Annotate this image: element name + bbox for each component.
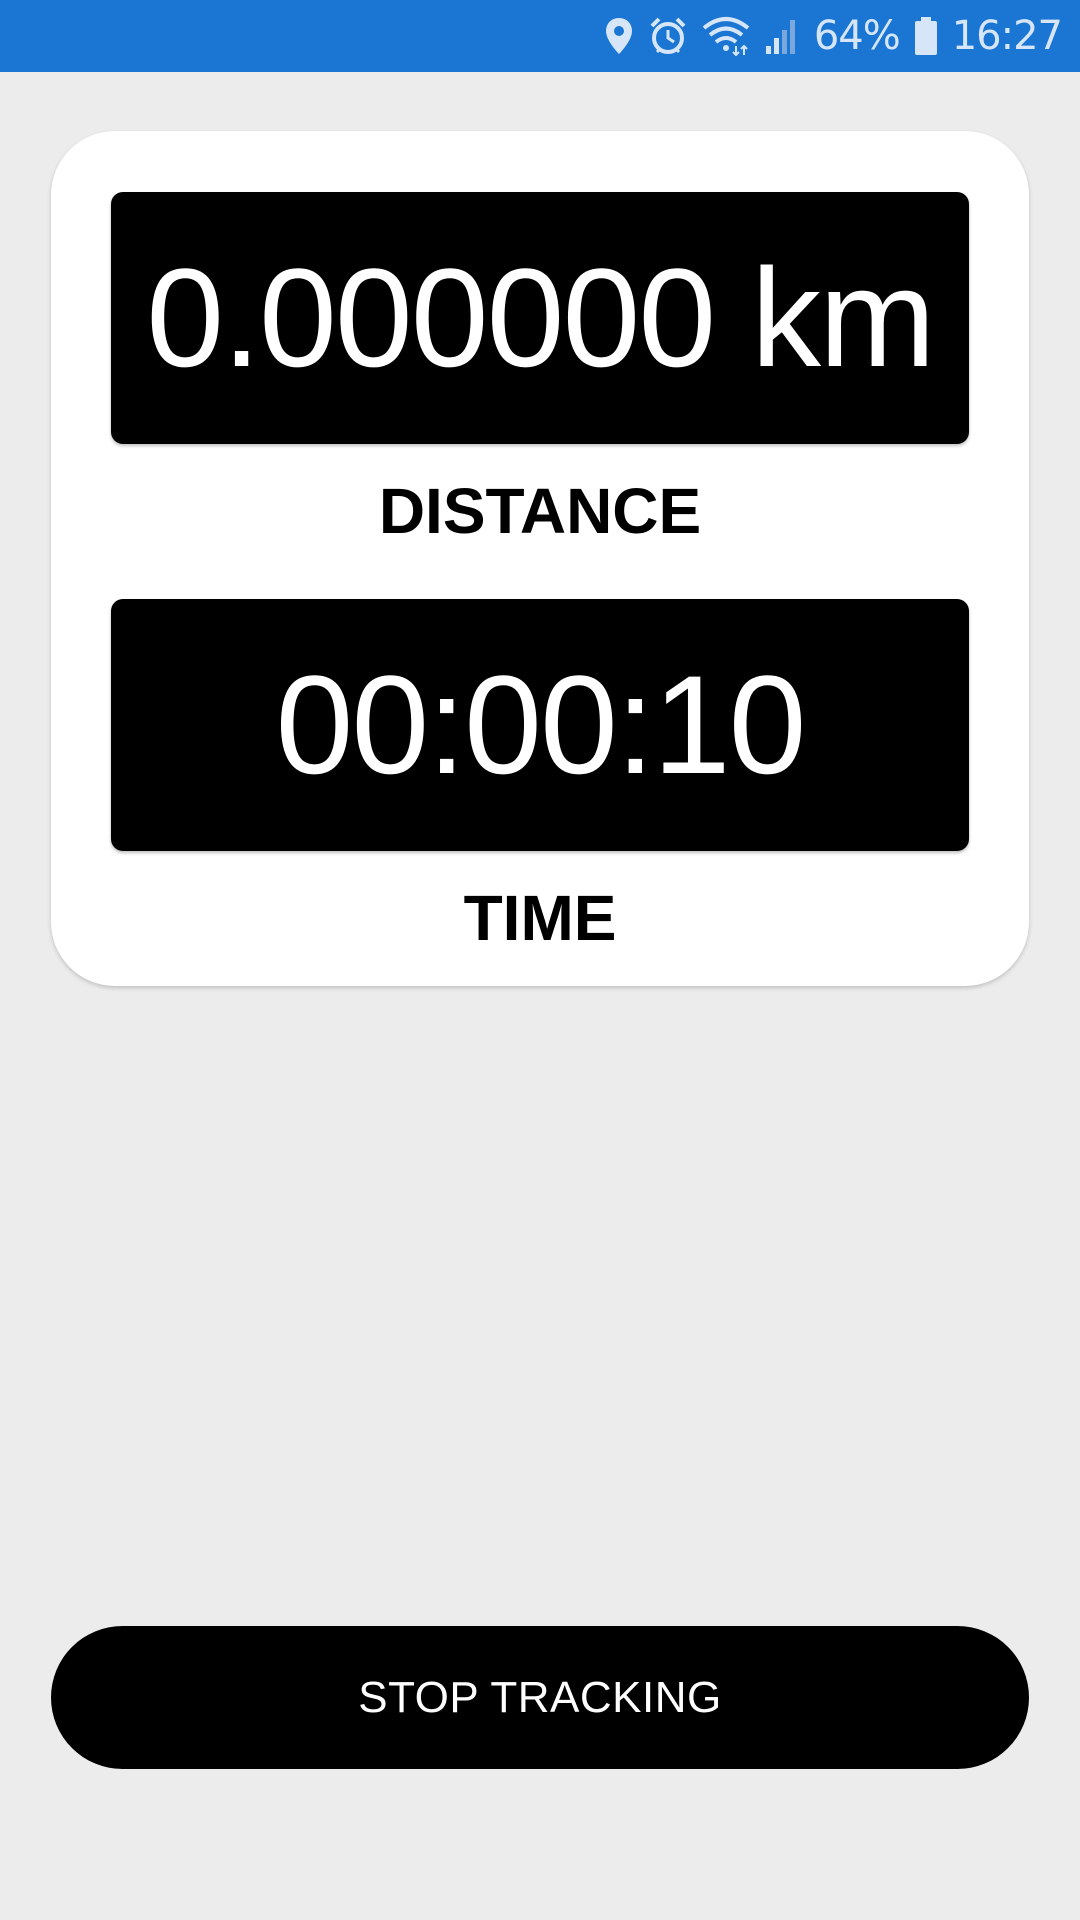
- wifi-icon: [702, 16, 750, 56]
- time-display: 00:00:10: [111, 599, 969, 851]
- location-icon: [604, 16, 634, 56]
- tracker-card: 0.000000 km DISTANCE 00:00:10 TIME: [51, 131, 1029, 986]
- stop-tracking-button[interactable]: STOP TRACKING: [51, 1626, 1029, 1769]
- signal-icon: [764, 16, 800, 56]
- battery-icon: [914, 16, 938, 56]
- distance-display: 0.000000 km: [111, 192, 969, 444]
- status-bar: 64% 16:27: [0, 0, 1080, 72]
- time-label: TIME: [463, 882, 617, 954]
- distance-label: DISTANCE: [378, 475, 702, 547]
- battery-percent: 64%: [813, 13, 901, 59]
- clock-time: 16:27: [951, 13, 1063, 59]
- alarm-icon: [648, 16, 688, 56]
